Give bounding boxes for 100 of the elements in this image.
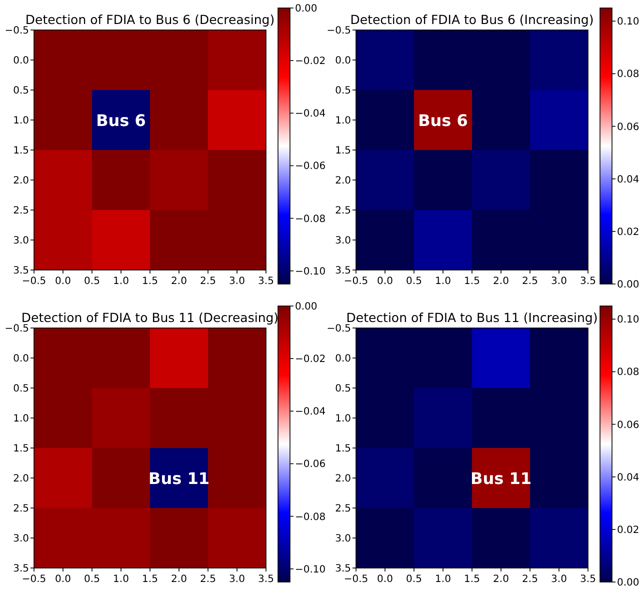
- x-tick-label: 0.0: [377, 276, 393, 287]
- color-bar-label: 0.02: [617, 226, 640, 238]
- x-tick-label: 3.0: [229, 276, 245, 287]
- x-tick-label: 3.0: [229, 574, 245, 585]
- x-tick-label: 3.5: [580, 276, 596, 287]
- x-tick-label: 2.0: [171, 276, 187, 287]
- color-bar-label: 0.08: [617, 367, 640, 378]
- y-tick-label: 3.0: [335, 236, 351, 246]
- y-tick-label: 2.0: [13, 176, 29, 186]
- y-tick-label: 3.5: [13, 266, 29, 276]
- chart-title: Detection of FDIA to Bus 6 (Decreasing): [25, 12, 275, 27]
- y-tick-label: 1.0: [13, 414, 29, 424]
- color-bar-label: −0.06: [295, 161, 326, 172]
- x-tick-label: 0.0: [55, 276, 71, 287]
- x-tick-label: 1.5: [142, 276, 158, 287]
- x-tick-label: 2.0: [493, 276, 509, 287]
- x-tick-label: 3.5: [258, 276, 274, 287]
- color-bar-label: 0.00: [617, 578, 640, 588]
- x-tick-label: 1.5: [464, 276, 480, 287]
- y-tick-label: 0.5: [335, 86, 351, 96]
- x-tick-label: 1.5: [464, 574, 480, 585]
- x-tick-label: −0.5: [344, 276, 368, 287]
- color-bar-label: 0.06: [617, 420, 640, 431]
- x-tick-label: 1.5: [142, 574, 158, 585]
- y-tick-label: 0.0: [13, 56, 29, 66]
- y-tick-label: 0.0: [13, 354, 29, 364]
- color-bar-label: 0.08: [617, 69, 640, 80]
- y-tick-label: 0.5: [13, 86, 29, 96]
- annotation: Bus 6: [418, 111, 468, 130]
- y-tick-label: −0.5: [4, 324, 29, 334]
- color-bar-label: 0.10: [617, 16, 640, 28]
- y-tick-label: −0.5: [4, 26, 29, 36]
- y-tick-label: −0.5: [326, 26, 351, 36]
- x-tick-label: 1.0: [113, 574, 129, 585]
- y-tick-label: 1.0: [13, 116, 29, 126]
- x-tick-label: −0.5: [22, 276, 46, 287]
- x-tick-label: 0.5: [84, 574, 100, 585]
- color-bar-label: 0.00: [617, 280, 640, 290]
- color-bar-label: −0.02: [295, 56, 326, 68]
- y-tick-label: 2.0: [13, 474, 29, 484]
- y-tick-label: 2.5: [13, 504, 29, 514]
- x-tick-label: 0.0: [377, 574, 393, 585]
- x-tick-label: 3.0: [551, 276, 567, 287]
- y-tick-label: 0.5: [335, 384, 351, 394]
- x-tick-label: 0.5: [406, 574, 422, 585]
- chart-title: Detection of FDIA to Bus 11 (Decreasing): [21, 310, 279, 325]
- color-bar-label: −0.10: [295, 564, 326, 576]
- annotation: Bus 6: [96, 111, 146, 130]
- x-tick-label: −0.5: [344, 574, 368, 585]
- x-tick-label: 2.0: [493, 574, 509, 585]
- x-tick-label: 0.5: [406, 276, 422, 287]
- x-tick-label: 2.5: [200, 276, 216, 287]
- y-tick-label: 2.5: [13, 206, 29, 216]
- color-bar-label: 0.06: [617, 122, 640, 133]
- y-tick-label: 3.5: [335, 266, 351, 276]
- x-tick-label: 2.5: [522, 574, 538, 585]
- y-tick-label: 0.0: [335, 56, 351, 66]
- y-tick-label: 1.0: [335, 116, 351, 126]
- color-bar-label: 0.00: [295, 4, 318, 14]
- y-tick-label: 0.0: [335, 354, 351, 364]
- y-tick-label: 2.0: [335, 176, 351, 186]
- x-tick-label: 0.0: [55, 574, 71, 585]
- x-tick-label: 3.5: [580, 574, 596, 585]
- x-tick-label: 2.5: [522, 276, 538, 287]
- x-tick-label: 3.0: [551, 574, 567, 585]
- color-bar-label: −0.02: [295, 354, 326, 366]
- color-bar-label: −0.06: [295, 459, 326, 470]
- x-tick-label: 1.0: [435, 574, 451, 585]
- color-bar-label: 0.04: [617, 472, 640, 484]
- y-tick-label: 1.0: [335, 414, 351, 424]
- y-tick-label: 3.0: [13, 236, 29, 246]
- x-tick-label: −0.5: [22, 574, 46, 585]
- x-tick-label: 1.0: [113, 276, 129, 287]
- y-tick-label: 1.5: [13, 146, 29, 156]
- color-bar-label: −0.10: [295, 266, 326, 278]
- x-tick-label: 3.5: [258, 574, 274, 585]
- x-tick-label: 1.0: [435, 276, 451, 287]
- x-tick-label: 2.0: [171, 574, 187, 585]
- y-tick-label: 1.5: [335, 444, 351, 454]
- y-tick-label: 3.5: [13, 564, 29, 574]
- color-bar-label: −0.08: [295, 512, 326, 523]
- color-bar-label: 0.02: [617, 524, 640, 536]
- color-bar-label: 0.04: [617, 174, 640, 186]
- x-tick-label: 2.5: [200, 574, 216, 585]
- y-tick-label: 1.5: [13, 444, 29, 454]
- y-tick-label: −0.5: [326, 324, 351, 334]
- annotation: Bus 11: [148, 469, 210, 488]
- y-tick-label: 2.0: [335, 474, 351, 484]
- chart-title: Detection of FDIA to Bus 11 (Increasing): [346, 310, 598, 325]
- color-bar-label: −0.04: [295, 108, 326, 120]
- color-bar-label: 0.10: [617, 314, 640, 326]
- color-bar-label: −0.08: [295, 214, 326, 225]
- x-tick-label: 0.5: [84, 276, 100, 287]
- color-bar-label: −0.04: [295, 406, 326, 418]
- y-tick-label: 3.5: [335, 564, 351, 574]
- y-tick-label: 3.0: [335, 534, 351, 544]
- chart-title: Detection of FDIA to Bus 6 (Increasing): [350, 12, 594, 27]
- y-tick-label: 1.5: [335, 146, 351, 156]
- color-bar-label: 0.00: [295, 302, 318, 312]
- y-tick-label: 2.5: [335, 206, 351, 216]
